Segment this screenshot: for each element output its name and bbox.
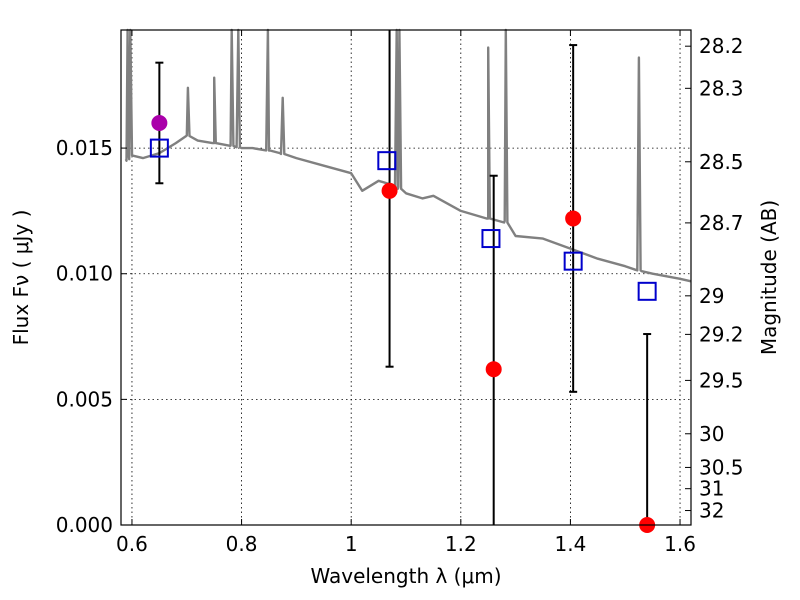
y2-tick-label: 30	[699, 422, 724, 446]
y2-tick-label: 29.5	[699, 368, 744, 392]
model-point	[481, 229, 501, 249]
x-tick-label: 0.6	[116, 532, 148, 556]
x-tick-label: 1.6	[664, 532, 696, 556]
observed-points-layer	[151, 114, 656, 533]
y-tick-label: 0.005	[56, 387, 113, 411]
x-tick-label: 1.2	[445, 532, 477, 556]
observed-point	[381, 182, 398, 199]
model-point	[377, 151, 397, 171]
observed-point	[151, 114, 168, 131]
y2-tick-label: 28.2	[699, 34, 744, 58]
template-sed-line	[124, 28, 692, 283]
template-sed-layer	[124, 28, 692, 283]
model-points-layer	[149, 138, 657, 301]
x-tick-label: 0.8	[226, 532, 258, 556]
model-point	[637, 281, 657, 301]
y2-axis-title: Magnitude (AB)	[757, 200, 781, 355]
y2-tick-label: 28.7	[699, 211, 744, 235]
grid-layer	[121, 30, 691, 526]
axes-layer: 0.6 0.8 1 1.2 1.4 1.6 0.000 0.005 0.010 0.015 28.2…	[56, 30, 744, 556]
y2-tick-label: 28.5	[699, 150, 744, 174]
model-point	[149, 138, 169, 158]
errorbar-layer	[155, 30, 652, 525]
y2-tick-label: 32	[699, 499, 724, 523]
y-tick-label: 0.000	[56, 513, 113, 537]
y2-tick-label: 29	[699, 284, 724, 308]
y-tick-label: 0.010	[56, 262, 113, 286]
observed-point	[565, 210, 582, 227]
y2-tick-label: 31	[699, 477, 724, 501]
x-axis-title: Wavelength λ (μm)	[310, 564, 501, 588]
y2-tick-label: 28.3	[699, 76, 744, 100]
y2-tick-label: 30.5	[699, 455, 744, 479]
observed-point	[485, 361, 502, 378]
y-axis-title: Flux Fν ( μJy )	[9, 210, 33, 346]
model-point	[563, 251, 583, 271]
y2-tick-label: 29.2	[699, 322, 744, 346]
x-tick-label: 1	[345, 532, 358, 556]
y-tick-label: 0.015	[56, 136, 113, 160]
plot-frame	[120, 29, 692, 526]
x-tick-label: 1.4	[555, 532, 587, 556]
